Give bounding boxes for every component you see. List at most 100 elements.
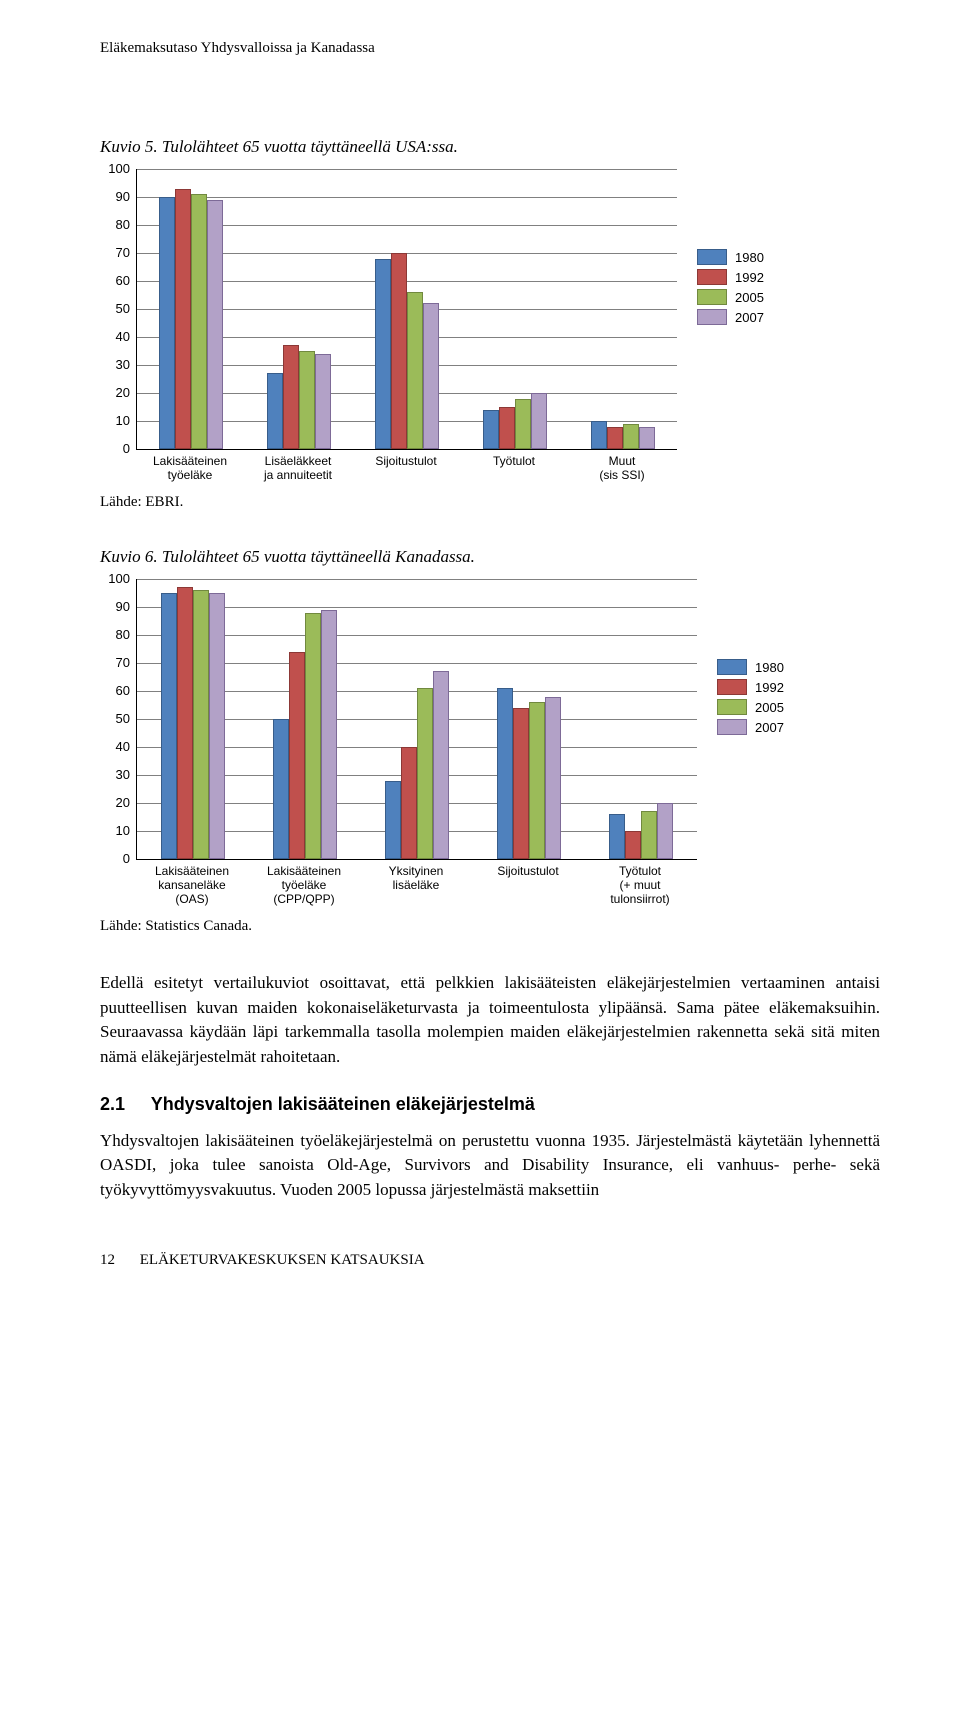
legend-label: 1980 xyxy=(755,660,784,675)
running-head: Eläkemaksutaso Yhdysvalloissa ja Kanadas… xyxy=(100,40,880,57)
bar xyxy=(207,200,223,449)
bar xyxy=(423,303,439,449)
x-label: Työtulot xyxy=(460,454,568,482)
x-label: Työtulot (+ muut tulonsiirrot) xyxy=(584,864,696,906)
bar xyxy=(375,259,391,449)
bar-group xyxy=(483,393,547,449)
figure6-title: Kuvio 6. Tulolähteet 65 vuotta täyttänee… xyxy=(100,547,880,567)
bar-group xyxy=(273,610,337,859)
x-label: Lakisääteinen kansaneläke (OAS) xyxy=(136,864,248,906)
body-paragraph-1: Edellä esitetyt vertailukuviot osoittava… xyxy=(100,971,880,1070)
x-label: Sijoitustulot xyxy=(472,864,584,906)
bar xyxy=(497,688,513,859)
bar xyxy=(609,814,625,859)
bar-group xyxy=(375,253,439,449)
bar xyxy=(545,697,561,859)
legend-label: 2007 xyxy=(735,310,764,325)
bar xyxy=(607,427,623,449)
figure5-title: Kuvio 5. Tulolähteet 65 vuotta täyttänee… xyxy=(100,137,880,157)
bar xyxy=(209,593,225,859)
section-heading: 2.1 Yhdysvaltojen lakisääteinen eläkejär… xyxy=(100,1094,880,1115)
section-title: Yhdysvaltojen lakisääteinen eläkejärjest… xyxy=(151,1094,535,1114)
legend-swatch xyxy=(717,719,747,735)
bar-group xyxy=(161,587,225,859)
bar xyxy=(401,747,417,859)
bar xyxy=(283,345,299,449)
figure6-xlabels: Lakisääteinen kansaneläke (OAS)Lakisääte… xyxy=(136,864,696,906)
page: Eläkemaksutaso Yhdysvalloissa ja Kanadas… xyxy=(0,0,960,1329)
legend-swatch xyxy=(697,269,727,285)
figure6-legend: 1980 1992 2005 2007 xyxy=(717,579,784,735)
legend-swatch xyxy=(717,699,747,715)
bar xyxy=(531,393,547,449)
figure5-xlabels: Lakisääteinen työeläkeLisäeläkkeet ja an… xyxy=(136,454,676,482)
bar xyxy=(193,590,209,859)
figure5-legend: 1980 1992 2005 2007 xyxy=(697,169,764,325)
legend-item: 2007 xyxy=(697,309,764,325)
bar-groups xyxy=(137,169,677,449)
figure6-source: Lähde: Statistics Canada. xyxy=(100,918,880,935)
legend-label: 2005 xyxy=(755,700,784,715)
legend-item: 2007 xyxy=(717,719,784,735)
bar xyxy=(385,781,401,859)
collection-name: ELÄKETURVAKESKUKSEN KATSAUKSIA xyxy=(140,1252,425,1268)
bar xyxy=(623,424,639,449)
bar xyxy=(267,373,283,449)
bar xyxy=(321,610,337,859)
bar xyxy=(529,702,545,859)
legend-label: 2005 xyxy=(735,290,764,305)
figure6-yaxis: 1009080706050403020100 xyxy=(100,579,136,859)
page-number: 12 xyxy=(100,1252,136,1269)
bar-group xyxy=(609,803,673,859)
section-number: 2.1 xyxy=(100,1094,146,1115)
bar xyxy=(273,719,289,859)
bar xyxy=(513,708,529,859)
bar-group xyxy=(497,688,561,859)
legend-swatch xyxy=(717,659,747,675)
legend-item: 1980 xyxy=(697,249,764,265)
legend-swatch xyxy=(717,679,747,695)
bar xyxy=(515,399,531,449)
bar xyxy=(315,354,331,449)
bar xyxy=(639,427,655,449)
figure6-plot xyxy=(136,579,697,860)
legend-label: 1992 xyxy=(755,680,784,695)
bar xyxy=(161,593,177,859)
bar xyxy=(499,407,515,449)
x-label: Yksityinen lisäeläke xyxy=(360,864,472,906)
body-paragraph-2: Yhdysvaltojen lakisääteinen työeläkejärj… xyxy=(100,1129,880,1203)
figure5-source: Lähde: EBRI. xyxy=(100,494,880,511)
bar-group xyxy=(267,345,331,449)
legend-item: 1980 xyxy=(717,659,784,675)
x-label: Lisäeläkkeet ja annuiteetit xyxy=(244,454,352,482)
bar xyxy=(177,587,193,859)
bar xyxy=(483,410,499,449)
bar xyxy=(191,194,207,449)
legend-label: 1992 xyxy=(735,270,764,285)
bar-group xyxy=(159,189,223,449)
figure5-yaxis: 1009080706050403020100 xyxy=(100,169,136,449)
legend-swatch xyxy=(697,249,727,265)
bar-groups xyxy=(137,579,697,859)
x-label: Sijoitustulot xyxy=(352,454,460,482)
legend-swatch xyxy=(697,289,727,305)
bar xyxy=(175,189,191,449)
legend-item: 1992 xyxy=(697,269,764,285)
bar xyxy=(625,831,641,859)
bar xyxy=(407,292,423,449)
legend-item: 1992 xyxy=(717,679,784,695)
x-label: Lakisääteinen työeläke (CPP/QPP) xyxy=(248,864,360,906)
page-footer: 12 ELÄKETURVAKESKUKSEN KATSAUKSIA xyxy=(100,1252,880,1269)
legend-item: 2005 xyxy=(697,289,764,305)
bar xyxy=(641,811,657,859)
bar xyxy=(299,351,315,449)
legend-item: 2005 xyxy=(717,699,784,715)
figure5: 1009080706050403020100 1980199220052007 … xyxy=(100,169,880,482)
bar xyxy=(433,671,449,859)
x-label: Muut (sis SSI) xyxy=(568,454,676,482)
bar-group xyxy=(591,421,655,449)
x-label: Lakisääteinen työeläke xyxy=(136,454,244,482)
bar xyxy=(289,652,305,859)
figure6: 1009080706050403020100 1980199220052007 … xyxy=(100,579,880,906)
bar xyxy=(159,197,175,449)
